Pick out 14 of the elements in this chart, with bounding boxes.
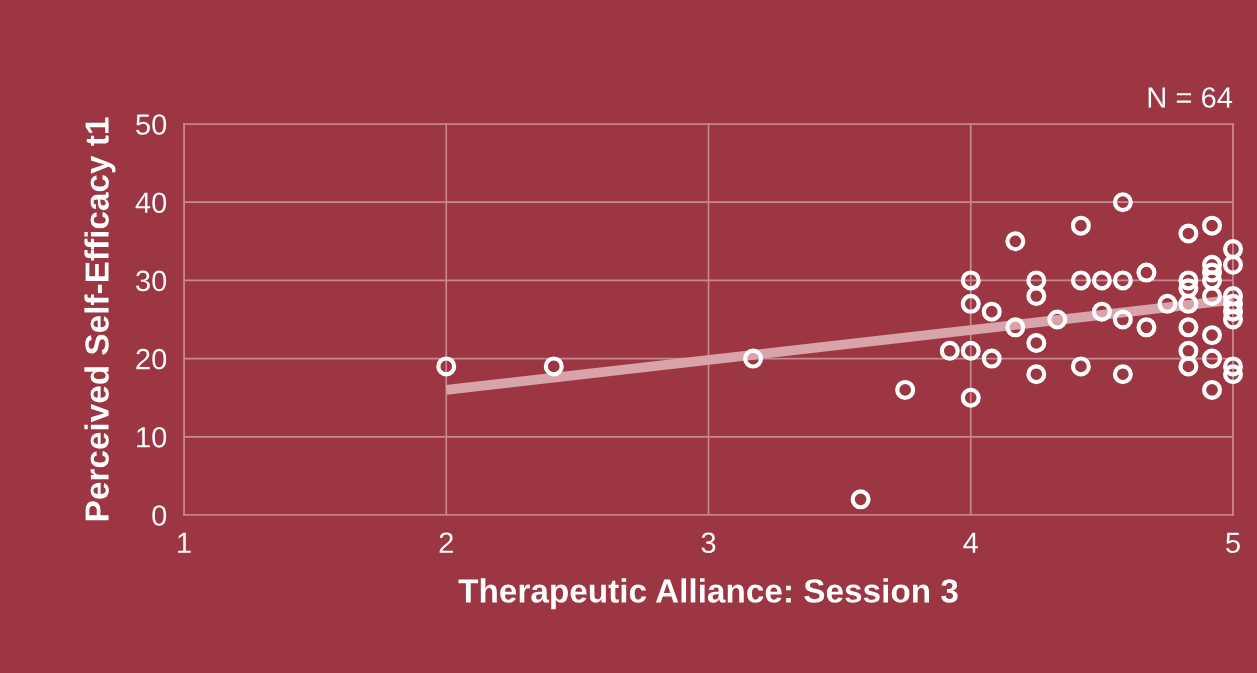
x-axis-title: Therapeutic Alliance: Session 3	[458, 578, 958, 610]
x-tick-label: 4	[963, 532, 979, 553]
x-tick-label: 5	[1226, 532, 1240, 554]
y-tick-label: 10	[137, 427, 167, 448]
x-tick-label: 2	[439, 532, 453, 553]
y-tick-label: 50	[136, 114, 167, 135]
y-tick-label: 40	[135, 192, 167, 214]
y-axis-title: Perceived Self-Efficacy t1	[84, 117, 116, 521]
x-tick-label: 3	[701, 532, 716, 554]
text: N = 64	[1148, 87, 1233, 108]
y-tick-label: 0	[152, 505, 167, 526]
y-tick-label: 30	[136, 270, 167, 292]
y-tick-label: 20	[136, 348, 167, 370]
x-tick-label: 1	[178, 532, 191, 553]
